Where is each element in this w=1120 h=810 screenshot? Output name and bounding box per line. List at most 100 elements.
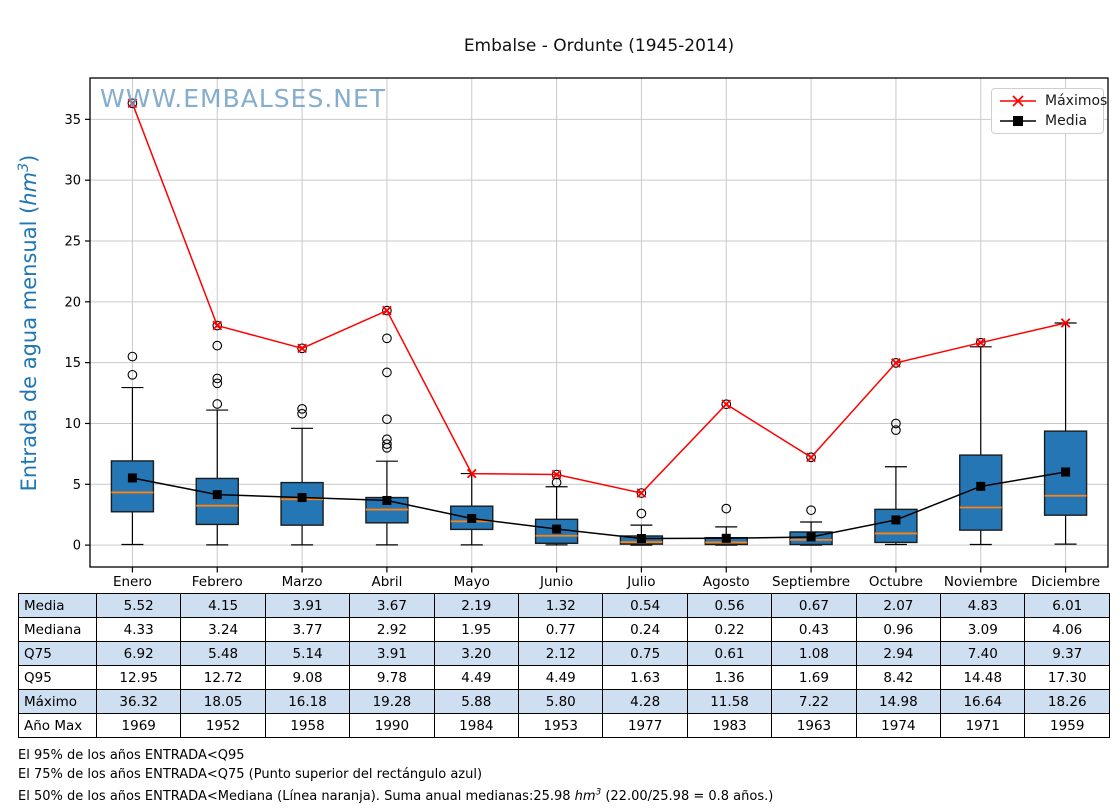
legend-label-media: Media [1045,113,1088,129]
table-cell: 3.91 [349,641,435,666]
table-cell: 1.63 [602,665,688,690]
table-cell: 0.43 [771,617,857,642]
x-tick-label-julio: Julio [626,574,655,590]
boxplot-noviembre [959,337,1003,546]
table-cell: 17.30 [1024,665,1110,690]
row-label: Máximo [18,689,97,714]
y-axis-label-text: Entrada de agua mensual ( [17,205,41,492]
table-cell: 18.26 [1024,689,1110,714]
table-cell: 1971 [940,713,1026,738]
y-tick-label: 5 [73,478,81,493]
table-cell: 0.75 [602,641,688,666]
table-cell: 5.48 [180,641,266,666]
y-axis-label-unit: hm [17,171,41,206]
table-cell: 1.95 [433,617,520,642]
table-cell: 0.22 [686,617,773,642]
table-cell: 3.24 [180,617,266,642]
row-label: Q75 [18,641,97,666]
y-tick-label: 0 [73,539,81,554]
table-cell: 3.77 [264,617,351,642]
table-cell: 1952 [180,713,266,738]
table-row-q75: Q75 6.92 5.48 5.14 3.91 3.20 2.12 0.75 0.61 1.08 2… [18,641,1110,666]
table-cell: 6.92 [95,641,182,666]
row-label: Q95 [18,665,97,690]
footer-notes: El 95% de los años ENTRADA<Q95 El 75% de… [18,748,773,808]
table-cell: 1.08 [771,641,857,666]
maximos-line [127,98,1071,498]
x-tick-label-octubre: Octubre [869,574,923,590]
legend-item-maximos: Máximos [998,93,1107,109]
table-cell: 14.48 [940,665,1026,690]
table-cell: 1990 [349,713,435,738]
table-row-año-max: Año Max 1969 1952 1958 1990 1984 1953 1977 1983 1… [18,713,1110,738]
table-cell: 1963 [771,713,857,738]
table-cell: 12.72 [180,665,266,690]
table-cell: 16.64 [940,689,1026,714]
boxplot-diciembre [1043,322,1088,545]
table-cell: 9.78 [349,665,435,690]
boxplots [110,98,1088,546]
table-cell: 5.80 [518,689,604,714]
table-cell: 4.49 [518,665,604,690]
table-cell: 12.95 [95,665,182,690]
table-cell: 7.22 [771,689,857,714]
table-cell: 14.98 [855,689,942,714]
x-tick-label-abril: Abril [371,574,402,590]
table-cell: 11.58 [686,689,773,714]
x-tick-label-diciembre: Diciembre [1031,574,1100,590]
table-cell: 5.52 [95,593,182,618]
table-cell: 18.05 [180,689,266,714]
y-tick-label: 20 [64,295,81,310]
table-cell: 7.40 [940,641,1026,666]
media-line-icon [1000,116,1036,126]
y-tick-label: 30 [64,174,81,189]
table-cell: 1959 [1024,713,1110,738]
axis-ticks: 0 5 10 15 20 25 30 35 Enero Febrero Marzo Abril Mayo… [64,113,1100,590]
table-cell: 0.96 [855,617,942,642]
watermark: WWW.EMBALSES.NET [100,84,387,113]
table-cell: 4.49 [433,665,520,690]
row-label: Mediana [18,617,97,642]
table-cell: 3.20 [433,641,520,666]
x-tick-label-mayo: Mayo [454,574,490,590]
table-cell: 3.09 [940,617,1026,642]
y-axis-label: Entrada de agua mensual (hm3) [16,78,43,568]
plot-frame [89,77,1109,568]
footer-line-mediana: El 50% de los años ENTRADA<Mediana (Líne… [18,787,774,804]
x-tick-label-junio: Junio [539,574,573,590]
table-cell: 1983 [686,713,773,738]
table-cell: 9.08 [264,665,351,690]
row-label: Año Max [18,713,97,738]
table-cell: 3.67 [349,593,435,618]
table-cell: 4.15 [180,593,266,618]
maximos-line-icon [1000,95,1036,107]
table-cell: 2.07 [855,593,942,618]
y-tick-label: 10 [64,417,81,432]
x-tick-label-enero: Enero [113,574,152,590]
table-cell: 0.77 [518,617,604,642]
table-cell: 16.18 [264,689,351,714]
chart-title: Embalse - Ordunte (1945-2014) [463,36,735,56]
table-cell: 6.01 [1024,593,1110,618]
table-row-q95: Q95 12.95 12.72 9.08 9.78 4.49 4.49 1.63 1.36 1.6… [18,665,1110,690]
media-line [127,467,1071,544]
x-tick-label-agosto: Agosto [703,574,750,590]
legend-label-maximos: Máximos [1045,93,1108,109]
table-cell: 8.42 [855,665,942,690]
table-row-media: Media 5.52 4.15 3.91 3.67 2.19 1.32 0.54 0.56 0.6… [18,593,1110,618]
table-cell: 36.32 [95,689,182,714]
table-cell: 1.36 [686,665,773,690]
table-cell: 19.28 [349,689,435,714]
y-axis-label-close: ) [17,154,41,163]
x-tick-label-marzo: Marzo [282,574,323,590]
table-cell: 1.32 [518,593,604,618]
boxplot-enero [110,98,155,546]
table-cell: 0.56 [686,593,773,618]
legend: Máximos Media [991,88,1107,134]
table-cell: 1974 [855,713,942,738]
x-tick-label-febrero: Febrero [192,574,243,590]
table-cell: 2.92 [349,617,435,642]
table-cell: 1969 [95,713,182,738]
table-cell: 4.83 [940,593,1026,618]
y-axis-label-exponent: 3 [16,162,32,172]
